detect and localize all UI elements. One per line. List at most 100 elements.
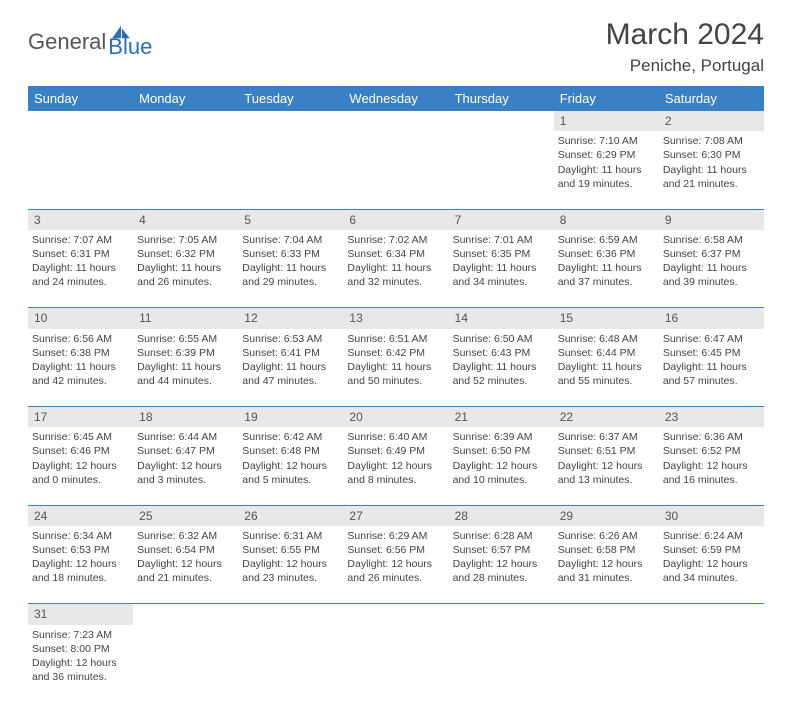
sunset-text: Sunset: 6:45 PM — [663, 346, 760, 360]
daylight-text: and 0 minutes. — [32, 473, 129, 487]
sunrise-text: Sunrise: 6:40 AM — [347, 430, 444, 444]
day-cell — [133, 131, 238, 209]
day-cell: Sunrise: 6:55 AMSunset: 6:39 PMDaylight:… — [133, 329, 238, 407]
sunrise-text: Sunrise: 6:24 AM — [663, 529, 760, 543]
sunrise-text: Sunrise: 6:39 AM — [453, 430, 550, 444]
day-number: 13 — [343, 308, 448, 329]
sunset-text: Sunset: 6:48 PM — [242, 444, 339, 458]
day-cell — [133, 625, 238, 703]
day-number — [343, 604, 448, 625]
daylight-text: Daylight: 12 hours — [453, 557, 550, 571]
day-number: 21 — [449, 407, 554, 428]
daylight-text: Daylight: 11 hours — [32, 360, 129, 374]
sunset-text: Sunset: 6:55 PM — [242, 543, 339, 557]
daylight-text: and 21 minutes. — [663, 177, 760, 191]
day-number: 12 — [238, 308, 343, 329]
daynum-row: 12 — [28, 111, 764, 131]
day-content-row: Sunrise: 6:34 AMSunset: 6:53 PMDaylight:… — [28, 526, 764, 604]
day-cell: Sunrise: 6:24 AMSunset: 6:59 PMDaylight:… — [659, 526, 764, 604]
day-number: 19 — [238, 407, 343, 428]
sunset-text: Sunset: 6:57 PM — [453, 543, 550, 557]
day-content-row: Sunrise: 6:56 AMSunset: 6:38 PMDaylight:… — [28, 329, 764, 407]
sunset-text: Sunset: 6:39 PM — [137, 346, 234, 360]
day-cell: Sunrise: 6:47 AMSunset: 6:45 PMDaylight:… — [659, 329, 764, 407]
day-number: 31 — [28, 604, 133, 625]
daylight-text: and 16 minutes. — [663, 473, 760, 487]
day-cell — [449, 131, 554, 209]
day-cell: Sunrise: 7:05 AMSunset: 6:32 PMDaylight:… — [133, 230, 238, 308]
day-cell: Sunrise: 6:45 AMSunset: 6:46 PMDaylight:… — [28, 427, 133, 505]
daynum-row: 10111213141516 — [28, 308, 764, 329]
day-header: Saturday — [659, 86, 764, 111]
daylight-text: Daylight: 12 hours — [242, 557, 339, 571]
daylight-text: and 34 minutes. — [663, 571, 760, 585]
daylight-text: and 18 minutes. — [32, 571, 129, 585]
day-cell: Sunrise: 7:01 AMSunset: 6:35 PMDaylight:… — [449, 230, 554, 308]
day-number — [133, 111, 238, 131]
sunrise-text: Sunrise: 7:08 AM — [663, 134, 760, 148]
daylight-text: and 26 minutes. — [347, 571, 444, 585]
day-number: 8 — [554, 209, 659, 230]
daylight-text: Daylight: 12 hours — [558, 557, 655, 571]
day-number: 27 — [343, 505, 448, 526]
sunrise-text: Sunrise: 7:04 AM — [242, 233, 339, 247]
sunset-text: Sunset: 6:31 PM — [32, 247, 129, 261]
daylight-text: and 26 minutes. — [137, 275, 234, 289]
day-number: 16 — [659, 308, 764, 329]
day-number — [28, 111, 133, 131]
day-cell: Sunrise: 6:44 AMSunset: 6:47 PMDaylight:… — [133, 427, 238, 505]
location: Peniche, Portugal — [606, 56, 764, 76]
daylight-text: and 5 minutes. — [242, 473, 339, 487]
title-block: March 2024 Peniche, Portugal — [606, 18, 764, 76]
day-number: 18 — [133, 407, 238, 428]
daylight-text: and 13 minutes. — [558, 473, 655, 487]
day-cell: Sunrise: 7:07 AMSunset: 6:31 PMDaylight:… — [28, 230, 133, 308]
sunset-text: Sunset: 6:29 PM — [558, 148, 655, 162]
header: GeneralBlue March 2024 Peniche, Portugal — [28, 18, 764, 76]
sunrise-text: Sunrise: 6:28 AM — [453, 529, 550, 543]
sunrise-text: Sunrise: 7:10 AM — [558, 134, 655, 148]
sunset-text: Sunset: 6:38 PM — [32, 346, 129, 360]
day-cell — [449, 625, 554, 703]
day-cell: Sunrise: 6:53 AMSunset: 6:41 PMDaylight:… — [238, 329, 343, 407]
sunset-text: Sunset: 6:56 PM — [347, 543, 444, 557]
daylight-text: Daylight: 11 hours — [558, 360, 655, 374]
daylight-text: Daylight: 11 hours — [347, 261, 444, 275]
sunrise-text: Sunrise: 7:23 AM — [32, 628, 129, 642]
sunrise-text: Sunrise: 6:42 AM — [242, 430, 339, 444]
daylight-text: and 10 minutes. — [453, 473, 550, 487]
daylight-text: Daylight: 11 hours — [347, 360, 444, 374]
sunset-text: Sunset: 6:43 PM — [453, 346, 550, 360]
day-number: 5 — [238, 209, 343, 230]
day-cell: Sunrise: 7:10 AMSunset: 6:29 PMDaylight:… — [554, 131, 659, 209]
daylight-text: and 36 minutes. — [32, 670, 129, 684]
daylight-text: and 31 minutes. — [558, 571, 655, 585]
daynum-row: 24252627282930 — [28, 505, 764, 526]
daynum-row: 17181920212223 — [28, 407, 764, 428]
sunrise-text: Sunrise: 7:02 AM — [347, 233, 444, 247]
daylight-text: Daylight: 12 hours — [32, 459, 129, 473]
day-number: 22 — [554, 407, 659, 428]
daylight-text: Daylight: 12 hours — [32, 656, 129, 670]
sunrise-text: Sunrise: 7:05 AM — [137, 233, 234, 247]
day-cell: Sunrise: 7:04 AMSunset: 6:33 PMDaylight:… — [238, 230, 343, 308]
sunrise-text: Sunrise: 7:01 AM — [453, 233, 550, 247]
day-number — [133, 604, 238, 625]
daylight-text: Daylight: 12 hours — [663, 459, 760, 473]
daylight-text: Daylight: 12 hours — [137, 459, 234, 473]
sunset-text: Sunset: 6:59 PM — [663, 543, 760, 557]
daylight-text: Daylight: 11 hours — [137, 360, 234, 374]
sunrise-text: Sunrise: 6:51 AM — [347, 332, 444, 346]
sunset-text: Sunset: 6:46 PM — [32, 444, 129, 458]
day-number: 4 — [133, 209, 238, 230]
daylight-text: and 34 minutes. — [453, 275, 550, 289]
sunrise-text: Sunrise: 6:36 AM — [663, 430, 760, 444]
daylight-text: and 32 minutes. — [347, 275, 444, 289]
daylight-text: Daylight: 11 hours — [663, 261, 760, 275]
day-header: Friday — [554, 86, 659, 111]
daylight-text: and 28 minutes. — [453, 571, 550, 585]
month-title: March 2024 — [606, 18, 764, 52]
day-number — [659, 604, 764, 625]
sunset-text: Sunset: 6:35 PM — [453, 247, 550, 261]
day-number: 28 — [449, 505, 554, 526]
